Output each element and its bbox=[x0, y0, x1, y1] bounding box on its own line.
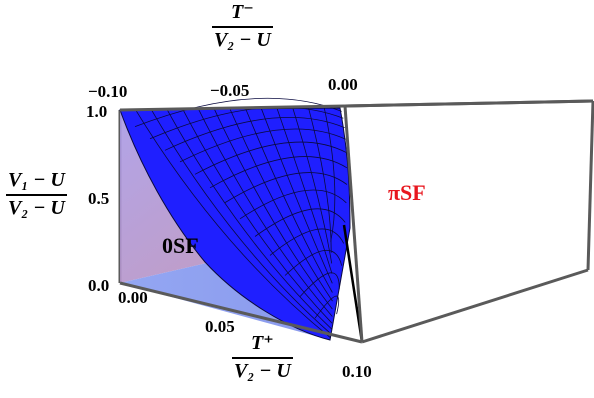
mesh-line bbox=[292, 108, 333, 264]
mesh-line bbox=[198, 109, 333, 317]
t-plus-numerator: T⁺ bbox=[251, 332, 274, 354]
vertical-denominator: V₂ − U bbox=[8, 197, 65, 219]
vertical-tick-top: 1.0 bbox=[86, 102, 108, 121]
fraction-bar bbox=[6, 194, 67, 196]
transition-line bbox=[342, 224, 364, 343]
vertical-tick-mid: 0.5 bbox=[88, 189, 110, 208]
mesh-line bbox=[194, 141, 347, 175]
surface-mesh bbox=[134, 97, 348, 339]
t-plus-axis-label: T⁺ V₂ − U bbox=[232, 333, 293, 382]
mesh-line bbox=[213, 108, 333, 310]
box-edge-right-front bbox=[343, 105, 364, 343]
mesh-line bbox=[224, 172, 348, 203]
vertical-tick-bottom: 0.0 bbox=[88, 276, 110, 295]
mesh-line bbox=[179, 128, 346, 163]
pi-sf-label: πSF bbox=[388, 180, 426, 205]
t-minus-numerator: T⁻ bbox=[231, 1, 254, 23]
mesh-line bbox=[134, 97, 342, 127]
t-plus-tick-1: 0.00 bbox=[118, 288, 148, 307]
box-edge-right-outer bbox=[586, 100, 594, 271]
box-edge-top-right bbox=[344, 99, 594, 108]
box-edge-bottom-right bbox=[361, 268, 589, 344]
fraction-bar bbox=[232, 357, 293, 359]
mesh-line bbox=[284, 250, 343, 276]
vertical-axis-label: V₁ − U V₂ − U bbox=[6, 170, 67, 219]
mesh-line bbox=[182, 109, 333, 324]
t-minus-tick-3: 0.00 bbox=[328, 75, 358, 94]
mesh-line bbox=[239, 189, 347, 220]
t-plus-tick-2: 0.05 bbox=[205, 317, 235, 336]
vertical-numerator: V₁ − U bbox=[8, 169, 65, 191]
t-minus-tick-1: −0.10 bbox=[88, 82, 128, 101]
mesh-line bbox=[323, 108, 336, 242]
mesh-line bbox=[166, 109, 332, 330]
zero-sf-label: 0SF bbox=[162, 233, 199, 258]
mesh-line bbox=[269, 228, 345, 256]
fraction-bar bbox=[212, 26, 273, 28]
bounding-box-front bbox=[119, 99, 594, 344]
mesh-line bbox=[299, 272, 340, 297]
mesh-line bbox=[209, 156, 348, 189]
t-plus-denominator: V₂ − U bbox=[234, 360, 291, 382]
mesh-line bbox=[151, 109, 332, 335]
t-minus-axis-label: T⁻ V₂ − U bbox=[212, 2, 273, 51]
mesh-line bbox=[229, 108, 333, 302]
box-edge-bottom-left bbox=[119, 281, 363, 344]
t-minus-tick-2: −0.05 bbox=[210, 81, 250, 100]
boundary-surface bbox=[119, 107, 351, 341]
mesh-line bbox=[245, 108, 333, 293]
t-minus-denominator: V₂ − U bbox=[214, 29, 271, 51]
mesh-line bbox=[254, 208, 346, 237]
mesh-line bbox=[135, 109, 331, 339]
mesh-line bbox=[276, 108, 333, 274]
box-edge-top-front bbox=[119, 104, 346, 112]
mesh-line bbox=[261, 108, 333, 284]
t-plus-tick-3: 0.10 bbox=[342, 362, 372, 381]
